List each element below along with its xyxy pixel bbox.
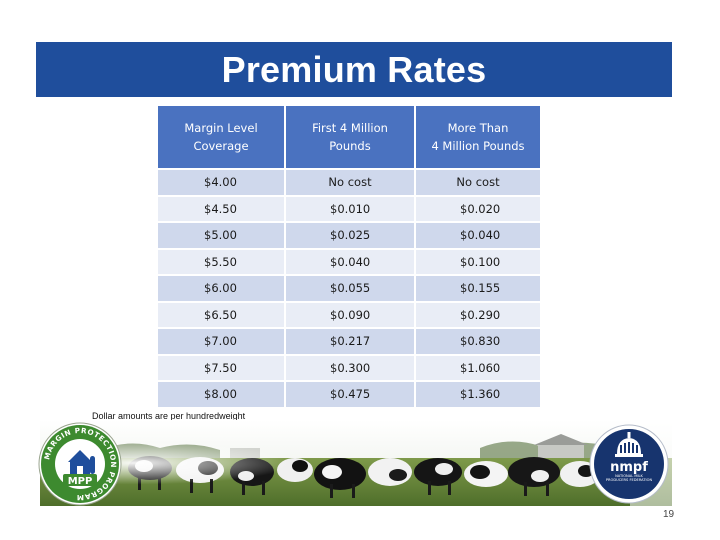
header-more-than-4-million: More Than 4 Million Pounds (416, 106, 540, 168)
margin-level-cell: $7.00 (158, 329, 284, 354)
margin-level-cell: $5.00 (158, 223, 284, 248)
header-margin-level: Margin Level Coverage (158, 106, 284, 168)
over-4m-rate-cell: $0.155 (416, 276, 540, 301)
first-4m-rate-cell: $0.025 (286, 223, 414, 248)
mpp-center-text: MPP (68, 476, 93, 487)
title-bar: Premium Rates (36, 42, 672, 97)
margin-level-cell: $5.50 (158, 249, 284, 274)
footnote: Dollar amounts are per hundredweight (92, 411, 246, 421)
cows-pasture-image (40, 420, 672, 506)
nmpf-subtext: NATIONAL MILK PRODUCERS FEDERATION (605, 474, 653, 483)
premium-rates-table: Margin Level Coverage First 4 Million Po… (156, 104, 542, 409)
first-4m-rate-cell: $0.010 (286, 196, 414, 221)
over-4m-rate-cell: $1.060 (416, 355, 540, 380)
table-header-row: Margin Level Coverage First 4 Million Po… (158, 106, 540, 168)
table-row: $8.00 $0.475 $1.360 (158, 382, 540, 407)
table-row: $5.50 $0.040 $0.100 (158, 249, 540, 274)
mpp-logo: MARGIN PROTECTION PROGRAM MPP (38, 422, 122, 506)
margin-level-cell: $6.00 (158, 276, 284, 301)
table-row: $5.00 $0.025 $0.040 (158, 223, 540, 248)
table-row: $4.00 No cost No cost (158, 170, 540, 195)
slide-title: Premium Rates (221, 48, 487, 90)
header-line: More Than (447, 121, 509, 135)
over-4m-rate-cell: $0.020 (416, 196, 540, 221)
over-4m-rate-cell: $0.040 (416, 223, 540, 248)
over-4m-rate-cell: $0.830 (416, 329, 540, 354)
page-number: 19 (663, 509, 675, 520)
first-4m-rate-cell: $0.090 (286, 302, 414, 327)
header-line: Margin Level (184, 121, 258, 135)
first-4m-rate-cell: $0.475 (286, 382, 414, 407)
header-line: First 4 Million (312, 121, 388, 135)
table-row: $7.00 $0.217 $0.830 (158, 329, 540, 354)
dairy-cows-banner (40, 420, 672, 506)
first-4m-rate-cell: $0.300 (286, 355, 414, 380)
table-row: $6.00 $0.055 $0.155 (158, 276, 540, 301)
header-first-4-million: First 4 Million Pounds (286, 106, 414, 168)
margin-level-cell: $8.00 (158, 382, 284, 407)
table-row: $7.50 $0.300 $1.060 (158, 355, 540, 380)
first-4m-rate-cell: $0.217 (286, 329, 414, 354)
table-row: $4.50 $0.010 $0.020 (158, 196, 540, 221)
first-4m-rate-cell: $0.055 (286, 276, 414, 301)
header-line: Pounds (329, 139, 371, 153)
over-4m-rate-cell: $0.290 (416, 302, 540, 327)
table-row: $6.50 $0.090 $0.290 (158, 302, 540, 327)
header-line: 4 Million Pounds (431, 139, 525, 153)
margin-level-cell: $4.50 (158, 196, 284, 221)
over-4m-rate-cell: No cost (416, 170, 540, 195)
nmpf-logo: nmpf NATIONAL MILK PRODUCERS FEDERATION (589, 424, 669, 504)
over-4m-rate-cell: $1.360 (416, 382, 540, 407)
header-line: Coverage (193, 139, 249, 153)
over-4m-rate-cell: $0.100 (416, 249, 540, 274)
margin-level-cell: $7.50 (158, 355, 284, 380)
margin-level-cell: $4.00 (158, 170, 284, 195)
nmpf-wordmark: nmpf (610, 460, 648, 475)
first-4m-rate-cell: No cost (286, 170, 414, 195)
margin-level-cell: $6.50 (158, 302, 284, 327)
first-4m-rate-cell: $0.040 (286, 249, 414, 274)
